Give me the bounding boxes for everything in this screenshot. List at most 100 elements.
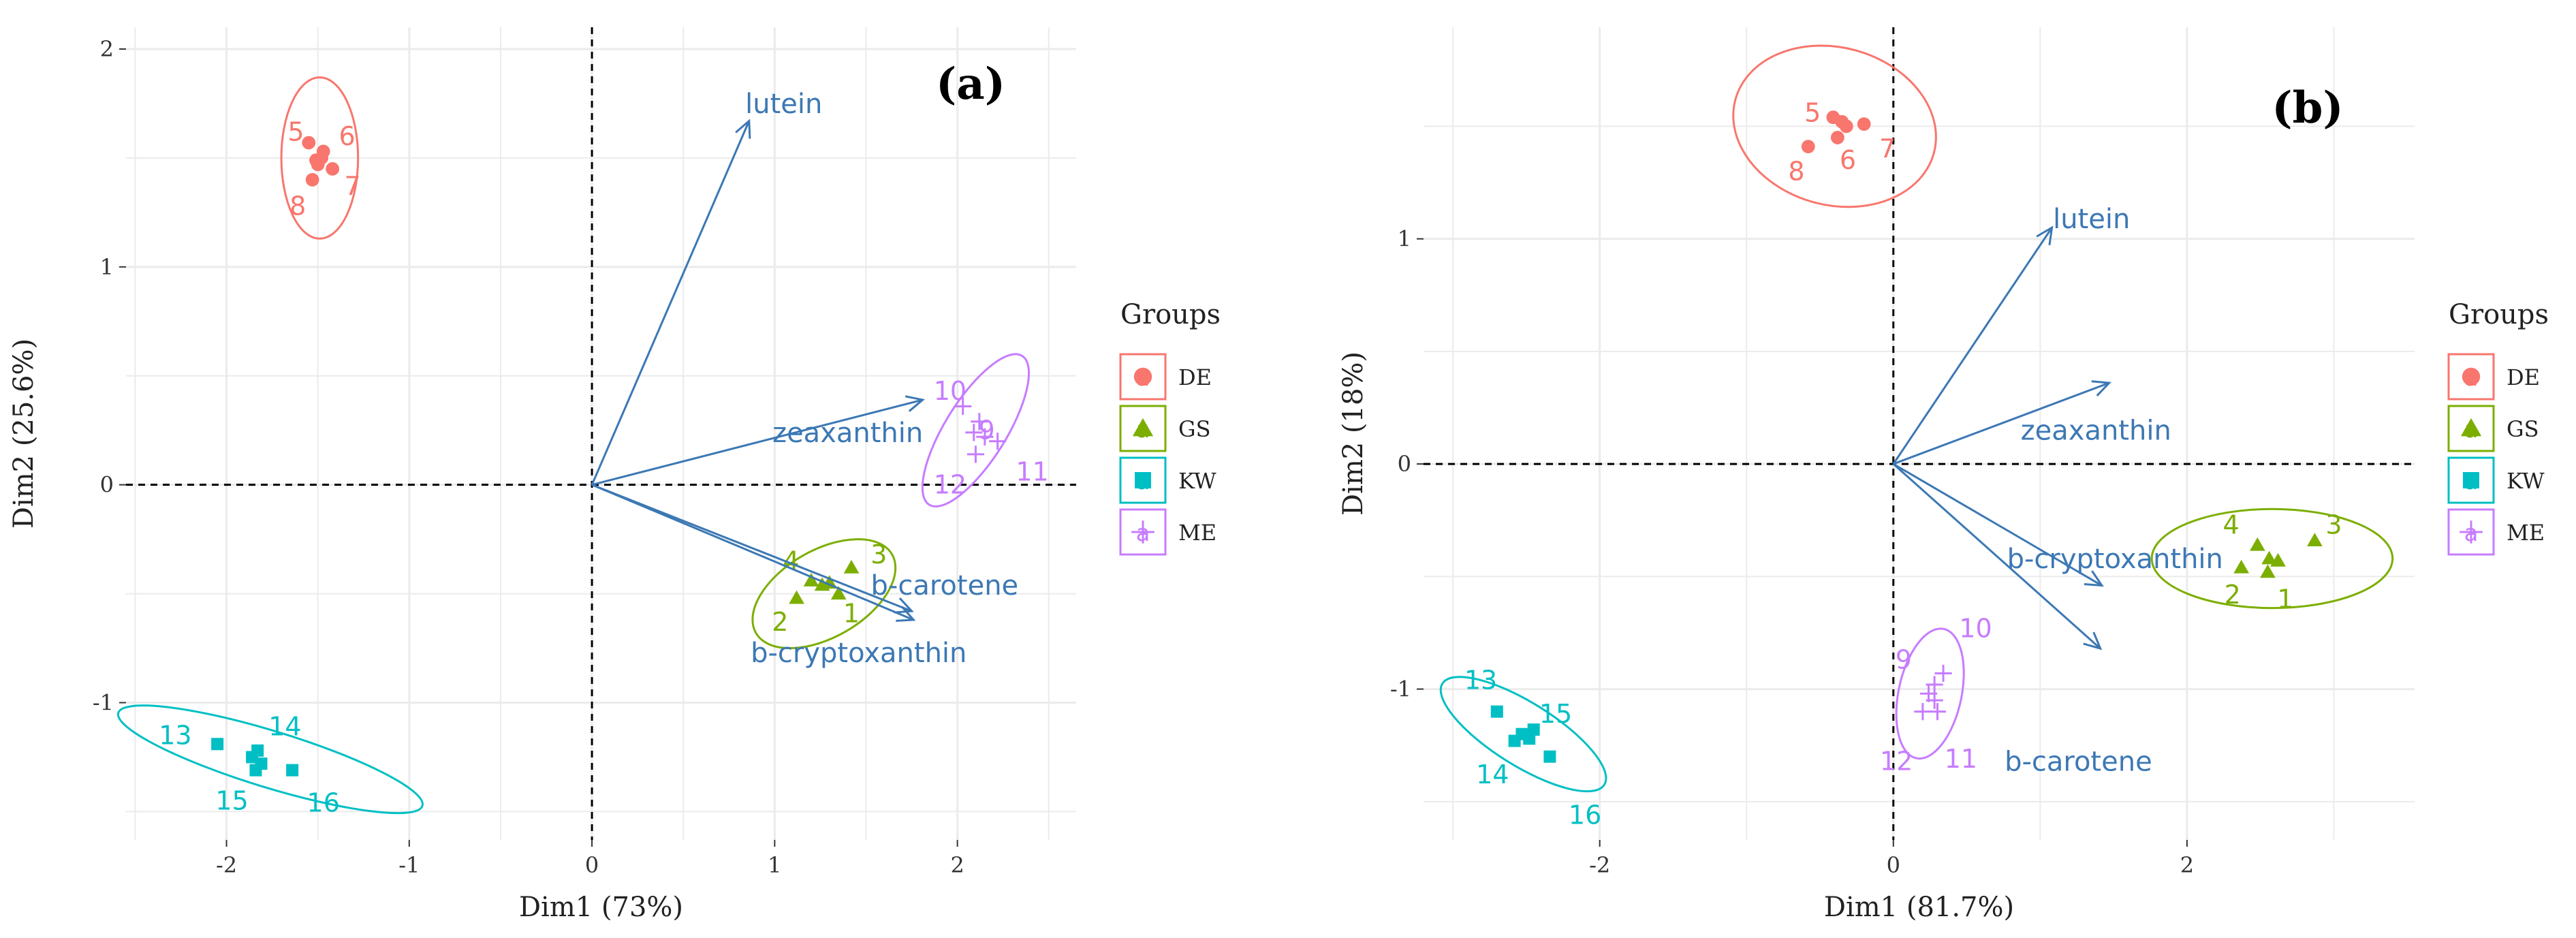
legend-item-gs: aGS bbox=[2447, 405, 2539, 452]
point-label: 13 bbox=[159, 720, 191, 750]
data-point bbox=[1839, 119, 1853, 134]
point-label: 11 bbox=[1945, 744, 1977, 774]
variable-arrows: lutein zeaxanthin b-cryptoxanthin b-caroten… bbox=[1892, 204, 2223, 777]
point-label: 5 bbox=[1804, 98, 1821, 128]
x-tick-label: 2 bbox=[950, 852, 964, 878]
point-label: 11 bbox=[1016, 456, 1048, 486]
legend-label: DE bbox=[2507, 364, 2540, 390]
y-axis-title: Dim2 (18%) bbox=[1338, 351, 1369, 516]
legend-label: GS bbox=[1178, 416, 1210, 442]
data-point bbox=[2307, 533, 2323, 546]
point-label: 3 bbox=[2325, 510, 2342, 540]
variable-label: b-carotene bbox=[2005, 746, 2152, 777]
variable-label: b-carotene bbox=[871, 570, 1019, 601]
legend-item-de: aDE bbox=[2447, 353, 2540, 401]
point-label: 15 bbox=[215, 785, 248, 815]
legend-key bbox=[2447, 508, 2495, 556]
legend-item-me: a ME bbox=[2447, 508, 2545, 556]
data-point bbox=[789, 590, 804, 604]
data-point bbox=[2270, 552, 2286, 567]
variable-arrow bbox=[1892, 463, 2101, 650]
point-label: 12 bbox=[1880, 746, 1913, 776]
data-point bbox=[1926, 676, 1943, 693]
data-point bbox=[976, 428, 994, 445]
legend-item-me: a ME bbox=[1119, 508, 1216, 556]
point-label: 4 bbox=[2222, 510, 2239, 540]
data-point bbox=[971, 413, 988, 431]
data-point bbox=[302, 136, 316, 150]
legend-marker bbox=[2462, 367, 2481, 386]
variable-label: zeaxanthin bbox=[2021, 416, 2171, 447]
arrow-head bbox=[2083, 631, 2103, 651]
panel-label: (b) bbox=[2272, 82, 2343, 134]
legend: Groups aDEaGSaKWaME bbox=[2447, 299, 2549, 556]
group-kw: 13 14 15 16 bbox=[116, 704, 424, 818]
legend-item-kw: aKW bbox=[2447, 456, 2545, 504]
x-tick-label: -2 bbox=[216, 852, 237, 878]
data-point bbox=[1928, 703, 1947, 721]
point-label: 6 bbox=[339, 121, 356, 151]
legend-marker bbox=[2460, 418, 2482, 437]
point-label: 8 bbox=[1788, 157, 1804, 187]
point-label: 14 bbox=[268, 712, 301, 742]
data-point bbox=[305, 172, 319, 187]
data-point bbox=[1490, 705, 1503, 718]
confidence-ellipse bbox=[116, 704, 424, 815]
data-point bbox=[843, 559, 860, 574]
y-tick-label: 1 bbox=[100, 254, 114, 280]
point-label: 8 bbox=[289, 191, 306, 221]
legend-key bbox=[2447, 405, 2495, 452]
legend-label: KW bbox=[2507, 468, 2545, 494]
x-tick-label: 0 bbox=[585, 852, 599, 878]
point-label: 5 bbox=[287, 117, 304, 147]
panel-label: (a) bbox=[936, 59, 1005, 110]
data-point bbox=[967, 445, 985, 463]
data-point bbox=[211, 738, 224, 751]
point-label: 7 bbox=[1879, 134, 1896, 163]
variable-label: lutein bbox=[2053, 204, 2130, 235]
data-point bbox=[1543, 750, 1556, 763]
data-point bbox=[1830, 131, 1844, 144]
arrow-head bbox=[894, 597, 914, 614]
confidence-ellipse bbox=[921, 353, 1031, 507]
grid bbox=[1424, 27, 2415, 840]
data-point bbox=[2250, 537, 2265, 551]
x-tick-label: -2 bbox=[1589, 852, 1610, 878]
legend-label: ME bbox=[1178, 520, 1216, 546]
variable-arrow bbox=[591, 120, 751, 486]
legend-item-kw: aKW bbox=[1119, 456, 1216, 504]
x-tick-label: -1 bbox=[398, 852, 420, 878]
arrow-head bbox=[2084, 570, 2104, 587]
point-label: 16 bbox=[1569, 800, 1601, 830]
point-label: 10 bbox=[1959, 613, 1992, 643]
variable-arrow bbox=[1893, 381, 2110, 465]
legend: Groups aDEaGSaKWaME bbox=[1119, 299, 1221, 556]
legend-marker bbox=[2460, 520, 2483, 544]
confidence-ellipse bbox=[280, 76, 360, 240]
arrow-head bbox=[2036, 225, 2054, 246]
y-tick-label: 0 bbox=[100, 472, 114, 498]
x-axis-title: Dim1 (81.7%) bbox=[1824, 892, 2014, 923]
legend-label: GS bbox=[2507, 416, 2539, 442]
variable-arrow bbox=[591, 484, 914, 621]
confidence-ellipse bbox=[1732, 44, 1937, 208]
y-tick-label: 2 bbox=[100, 36, 114, 62]
point-label: 2 bbox=[2225, 580, 2241, 610]
legend-label: KW bbox=[1178, 468, 1216, 494]
variable-label: lutein bbox=[745, 89, 822, 120]
point-label: 12 bbox=[934, 470, 967, 500]
x-tick-label: 1 bbox=[768, 852, 781, 878]
data-point bbox=[830, 586, 847, 600]
data-point bbox=[286, 764, 299, 777]
data-point bbox=[954, 397, 972, 416]
group-kw: 13 14 15 16 bbox=[1439, 665, 1607, 830]
